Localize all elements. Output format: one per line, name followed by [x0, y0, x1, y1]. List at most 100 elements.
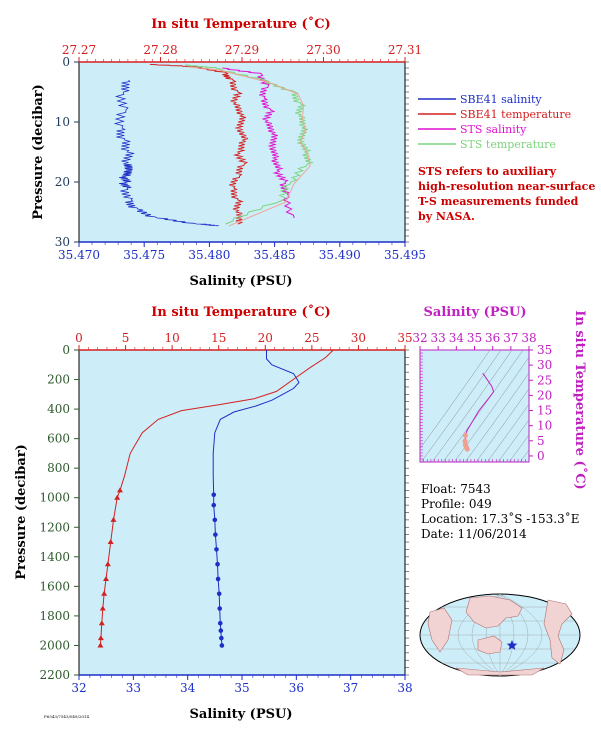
bottom-temperature-point — [99, 605, 106, 611]
isopycnal-line — [486, 403, 529, 462]
bottom-temperature-point — [97, 642, 104, 648]
bottom-salinity-point — [217, 620, 223, 626]
bottom-panel-salinity-axis-tick-label-5: 37 — [343, 681, 358, 695]
legend-label-3: STS temperature — [460, 138, 556, 151]
ts-deep-point — [462, 432, 469, 438]
ts-salinity-tick-label-1: 33 — [431, 331, 446, 345]
top-panel-salinity-axis-tick-label-4: 35.490 — [319, 248, 361, 262]
top-panel-salinity-axis-tick-label-5: 35.495 — [384, 248, 426, 262]
bottom-panel-pressure-axis-tick-label-1: 200 — [47, 373, 70, 387]
map-land-antarctica — [455, 667, 545, 676]
bottom-panel-pressure-axis-tick-label-0: 0 — [62, 343, 70, 357]
top-panel-top-axis-title: In situ Temperature (˚C) — [151, 16, 330, 32]
isopycnal-line — [464, 372, 529, 462]
top-panel-temperature-axis-tick-label-0: 27.27 — [62, 43, 96, 57]
isopycnal-line — [431, 350, 513, 462]
bottom-plot-area — [78, 349, 406, 676]
ts-panel: Salinity (PSU) 32 33 34 35 36 37 3805101520253… — [412, 305, 588, 490]
bottom-temperature-point — [104, 561, 111, 567]
bottom-panel-salinity-axis-tick-label-4: 36 — [289, 681, 304, 695]
bottom-temperature-point — [101, 590, 108, 596]
bottom-salinity-point — [217, 606, 223, 611]
ts-plot-area — [419, 349, 530, 463]
bottom-panel-temperature-axis-tick-label-4: 20 — [258, 331, 273, 345]
top-series-sts-temperature-shadow — [187, 66, 311, 227]
ts-panel-right-axis-title: In situ Temperature (˚C) — [572, 310, 588, 489]
top-series-sts-temperature — [184, 64, 315, 225]
bottom-panel-pressure-axis-tick-label-5: 1000 — [39, 491, 70, 505]
bottom-salinity-point — [213, 532, 218, 537]
bottom-panel-series — [97, 349, 334, 648]
ts-temperature-tick-label-4: 20 — [537, 388, 552, 402]
ts-isopycnals — [420, 350, 529, 462]
ts-salinity-tick-label-6: 38 — [521, 331, 536, 345]
bottom-panel-temperature-axis-tick-label-0: 0 — [75, 331, 83, 345]
top-series-sbe41-salinity — [113, 79, 219, 227]
bottom-panel-bottom-axis-title: Salinity (PSU) — [190, 707, 293, 722]
ts-salinity-tick-label-5: 37 — [503, 331, 518, 345]
profile-number: Profile: 049 — [421, 497, 492, 511]
bottom-series-salinity — [212, 350, 300, 646]
bottom-panel-pressure-axis-tick-label-4: 800 — [47, 461, 70, 475]
top-panel-bottom-axis-title: Salinity (PSU) — [190, 274, 293, 289]
legend-label-1: SBE41 temperature — [460, 108, 571, 121]
bottom-salinity-point — [219, 635, 224, 641]
float-location-marker — [506, 640, 518, 650]
ts-temperature-tick-label-5: 25 — [537, 373, 552, 387]
top-panel-temperature-axis-tick-label-4: 27.31 — [388, 43, 422, 57]
bottom-salinity-point — [215, 576, 221, 582]
bottom-panel-salinity-axis-tick-label-3: 35 — [234, 681, 249, 695]
bottom-panel-left-axis-title: Pressure (decibar) — [14, 444, 29, 580]
sts-note-line-4: by NASA. — [418, 210, 475, 223]
bottom-panel-temperature-axis-tick-label-3: 15 — [211, 331, 226, 345]
bottom-temperature-point — [116, 487, 123, 493]
isopycnal-line — [453, 356, 529, 462]
top-panel-salinity-axis-tick-label-3: 35.485 — [254, 248, 296, 262]
footer-code: F6543/7543/049/2014 — [44, 714, 89, 719]
top-panel-pressure-axis-tick-label-0: 0 — [62, 55, 70, 69]
ts-salinity-tick-label-3: 35 — [467, 331, 482, 345]
sts-note-line-2: high-resolution near-surface — [418, 180, 595, 193]
bottom-panel: In situ Temperature (˚C) 32 33 34 35 36 37 38 0… — [14, 304, 413, 722]
float-info: Float: 7543 Profile: 049 Location: 17.3˚… — [421, 482, 579, 541]
bottom-salinity-point — [216, 591, 222, 597]
bottom-panel-temperature-axis-tick-label-7: 35 — [397, 331, 412, 345]
bottom-panel-pressure-axis-tick-label-6: 1200 — [39, 520, 70, 534]
ts-panel-series — [462, 373, 495, 452]
bottom-temperature-point — [110, 516, 117, 522]
bottom-panel-pressure-axis-tick-label-8: 1600 — [39, 579, 70, 593]
profile-date: Date: 11/06/2014 — [421, 527, 527, 541]
ts-temperature-tick-label-0: 0 — [537, 449, 545, 463]
bottom-panel-salinity-axis-tick-label-2: 34 — [180, 681, 196, 695]
bottom-temperature-point — [114, 494, 121, 500]
bottom-temperature-point — [107, 539, 114, 545]
bottom-panel-temperature-axis-tick-label-6: 30 — [351, 331, 366, 345]
top-series-sts-salinity — [222, 67, 295, 219]
bottom-panel-salinity-axis-tick-label-1: 33 — [126, 681, 141, 695]
top-panel-temperature-axis-tick-label-3: 27.30 — [306, 43, 340, 57]
float-location: Location: 17.3˚S -153.3˚E — [421, 511, 579, 526]
top-panel-pressure-axis-tick-label-1: 10 — [55, 115, 70, 129]
ts-salinity-tick-label-4: 36 — [485, 331, 500, 345]
ts-panel-top-axis-title: Salinity (PSU) — [424, 305, 527, 320]
bottom-salinity-point — [214, 547, 219, 552]
top-panel-temperature-axis-tick-label-1: 27.28 — [143, 43, 177, 57]
bottom-panel-temperature-axis-tick-label-2: 10 — [165, 331, 180, 345]
bottom-panel-salinity-axis-tick-label-6: 38 — [397, 681, 412, 695]
ts-deep-point — [464, 446, 470, 452]
bottom-salinity-point — [219, 643, 225, 648]
map-land-africa — [427, 607, 453, 653]
top-panel-salinity-axis-tick-label-1: 35.475 — [123, 248, 165, 262]
bottom-panel-pressure-axis-tick-label-7: 1400 — [39, 550, 70, 564]
ts-temperature-tick-label-2: 10 — [537, 419, 552, 433]
ts-temperature-tick-label-3: 15 — [537, 404, 552, 418]
sts-note-line-3: T-S measurements funded — [418, 195, 579, 208]
ts-temperature-tick-label-7: 35 — [537, 343, 552, 357]
top-panel-temperature-axis-tick-label-2: 27.29 — [225, 43, 259, 57]
bottom-series-temperature — [99, 349, 334, 646]
bottom-panel-pressure-axis-tick-label-11: 2200 — [39, 668, 70, 682]
isopycnal-line — [497, 419, 529, 462]
top-series-sbe41-temperature — [149, 63, 249, 225]
